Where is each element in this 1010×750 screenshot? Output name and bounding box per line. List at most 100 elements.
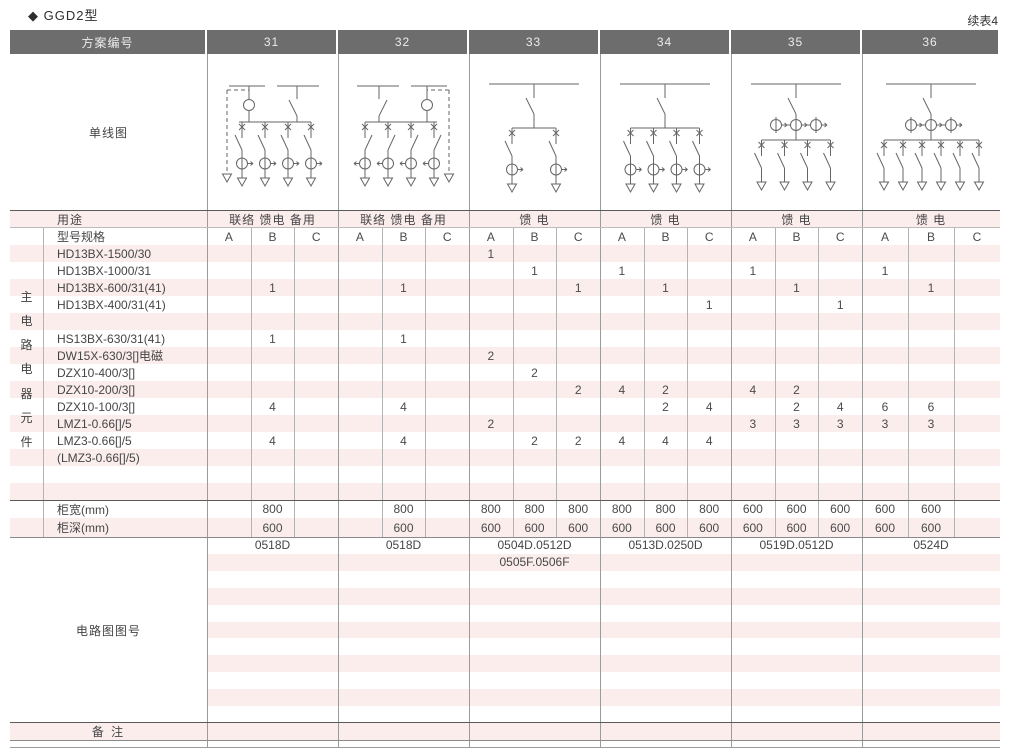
spec-cell-8 <box>556 364 600 381</box>
spec-row: LMZ3-0.66[]/5 4 4 2 2 4 4 4 <box>10 432 1000 449</box>
spec-cell-2 <box>294 415 338 432</box>
dimension-cell-0-3 <box>338 500 382 518</box>
spec-cell-12 <box>731 245 775 262</box>
spec-cell-10 <box>644 483 688 500</box>
model-label-14 <box>43 483 207 500</box>
spec-cell-13 <box>775 262 819 279</box>
spec-cell-9: 4 <box>618 382 626 397</box>
spec-cell-15 <box>862 364 908 381</box>
spec-cell-4 <box>382 466 426 483</box>
spec-cell-5 <box>425 415 469 432</box>
spec-cell-12 <box>731 313 775 330</box>
side-label-char-5: 元 <box>20 410 33 425</box>
scheme-header-5: 36 <box>862 30 998 54</box>
spec-cell-13: 1 <box>793 280 800 295</box>
spec-cell-16 <box>908 483 954 500</box>
diagram-row-label: 单线图 <box>88 125 128 140</box>
dimension-cell-1-10: 600 <box>655 520 676 535</box>
spec-cell-1 <box>251 347 295 364</box>
spec-cell-8 <box>556 347 600 364</box>
spec-cell-13 <box>775 245 819 262</box>
spec-row: DZX10-100/3[] 4 4 2 4 2 4 6 6 <box>10 398 1000 415</box>
spec-cell-2 <box>294 449 338 466</box>
spec-cell-2 <box>294 398 338 415</box>
spec-cell-4: 4 <box>400 399 407 414</box>
single-line-diagram-svg-2 <box>489 83 579 194</box>
spec-cell-16 <box>908 313 954 330</box>
spec-cell-15: 6 <box>881 399 889 414</box>
spec-cell-15 <box>862 432 908 449</box>
spec-cell-14: 1 <box>836 297 844 312</box>
spec-cell-17 <box>954 330 1000 347</box>
dimension-cell-1-9: 600 <box>611 520 632 535</box>
spec-row <box>10 466 1000 483</box>
scheme-header-label: 方案编号 <box>10 30 205 54</box>
single-line-diagram-svg-0 <box>221 85 323 188</box>
spec-cell-8 <box>556 330 600 347</box>
spec-cell-16 <box>908 432 954 449</box>
spec-cell-6 <box>469 432 513 449</box>
subcol-header-15: A <box>880 229 889 244</box>
spec-cell-16 <box>908 381 954 398</box>
spec-cell-1 <box>251 381 295 398</box>
column-divider-5 <box>862 54 863 747</box>
spec-cell-3 <box>338 466 382 483</box>
dimension-cell-1-15: 600 <box>874 520 896 535</box>
subcolumn-divider-7 <box>644 228 645 537</box>
model-label-6: DW15X-630/3[]电磁 <box>57 349 164 363</box>
spec-cell-2 <box>294 245 338 262</box>
spec-cell-15 <box>862 330 908 347</box>
diagram-number-stripe-7 <box>10 655 1000 673</box>
spec-cell-4 <box>382 313 426 330</box>
dimension-cell-1-5 <box>425 518 469 537</box>
spec-cell-9 <box>600 415 644 432</box>
spec-cell-0 <box>207 313 251 330</box>
scheme-header-2: 33 <box>469 30 598 54</box>
column-divider-2 <box>469 54 470 747</box>
single-line-diagram-svg-4 <box>751 83 841 192</box>
spec-cell-15: 1 <box>881 263 889 278</box>
spec-cell-15 <box>862 483 908 500</box>
spec-cell-16: 3 <box>927 416 935 431</box>
single-line-diagram-svg-5 <box>876 83 984 192</box>
spec-cell-7: 2 <box>531 365 538 380</box>
spec-cell-13 <box>775 466 819 483</box>
spec-cell-17 <box>954 279 1000 296</box>
model-label-3: HD13BX-400/31(41) <box>57 297 166 312</box>
spec-cell-6 <box>469 313 513 330</box>
diagram-number-line2-5 <box>862 554 1000 571</box>
horizontal-rule-4 <box>10 722 1000 723</box>
spec-cell-9 <box>600 347 644 364</box>
usage-label: 用途 <box>57 212 84 227</box>
subcol-header-10: B <box>661 229 670 244</box>
horizontal-rule-3 <box>10 537 1000 538</box>
spec-cell-4 <box>382 364 426 381</box>
spec-cell-1 <box>251 313 295 330</box>
spec-cell-8 <box>556 483 600 500</box>
spec-cell-6 <box>469 398 513 415</box>
subcol-header-11: C <box>704 229 714 244</box>
single-line-diagram-row: 单线图 <box>10 54 1000 210</box>
spec-cell-15 <box>862 347 908 364</box>
spec-cell-7 <box>513 466 557 483</box>
spec-cell-10 <box>644 347 688 364</box>
dimension-cell-0-2 <box>294 500 338 518</box>
column-divider-0 <box>207 54 208 747</box>
spec-cell-3 <box>338 296 382 313</box>
spec-cell-10: 4 <box>662 433 669 448</box>
spec-cell-11: 4 <box>705 399 713 414</box>
spec-cell-1 <box>251 466 295 483</box>
spec-cell-15: 3 <box>881 416 889 431</box>
diagram-number-line2-2: 0505F.0506F <box>499 555 570 570</box>
diagram-number-line2-0 <box>207 554 338 571</box>
spec-cell-10: 2 <box>662 382 669 397</box>
dimension-cell-1-11: 600 <box>699 520 720 535</box>
spec-cell-11 <box>687 262 731 279</box>
horizontal-rule-5 <box>10 740 1000 741</box>
diagram-number-stripe-1: 0505F.0506F <box>10 553 1000 571</box>
dimension-cell-0-11: 800 <box>699 502 720 516</box>
spec-cell-1 <box>251 449 295 466</box>
spec-cell-1 <box>251 364 295 381</box>
spec-cell-13 <box>775 483 819 500</box>
